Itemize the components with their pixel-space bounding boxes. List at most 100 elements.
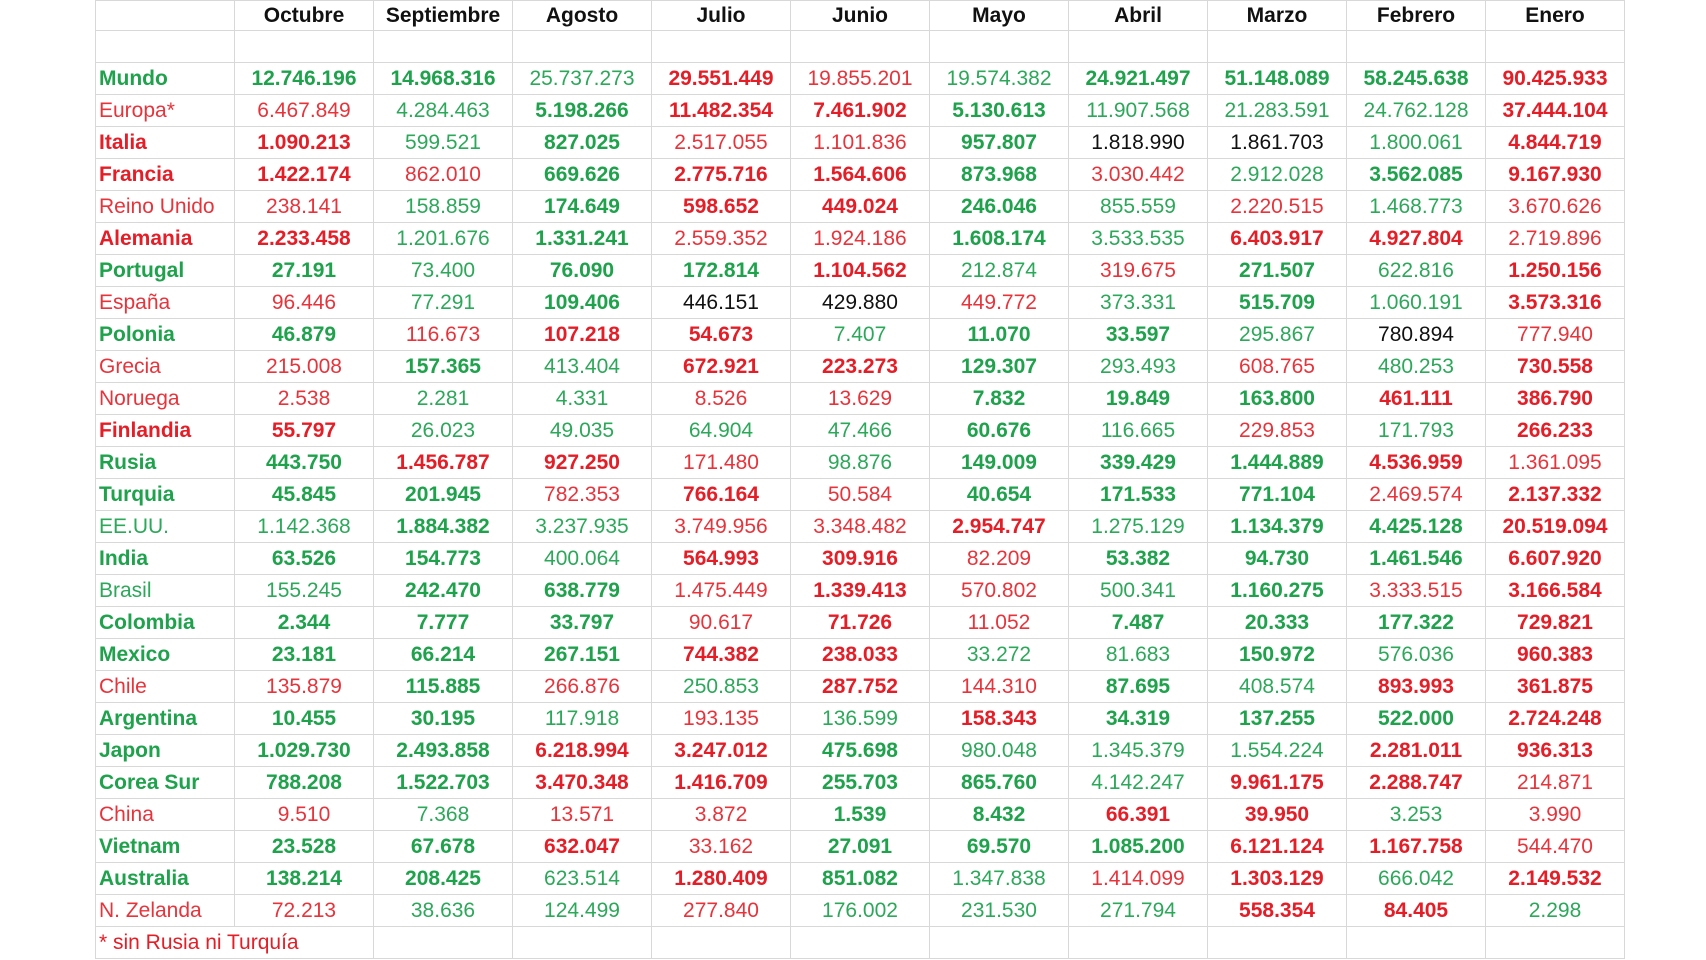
value-cell: 780.894: [1346, 318, 1486, 351]
value-cell: 144.310: [929, 670, 1069, 703]
value-cell: 246.046: [929, 190, 1069, 223]
empty-cell: [512, 30, 652, 63]
value-cell: 782.353: [512, 478, 652, 511]
data-row: Corea Sur 788.208 1.522.703 3.470.348 1.416.…: [95, 766, 1625, 799]
data-row: Colombia 2.344 7.777 33.797 90.617 71.726 11.0…: [95, 606, 1625, 639]
value-cell: 1.345.379: [1068, 734, 1208, 767]
row-label: India: [95, 542, 235, 575]
value-cell: 63.526: [234, 542, 374, 575]
row-label: N. Zelanda: [95, 894, 235, 927]
value-cell: 73.400: [373, 254, 513, 287]
data-row: Italia 1.090.213 599.521 827.025 2.517.055 1.…: [95, 126, 1625, 159]
value-cell: 212.874: [929, 254, 1069, 287]
value-cell: 21.283.591: [1207, 94, 1347, 127]
value-cell: 3.562.085: [1346, 158, 1486, 191]
empty-cell: [651, 926, 791, 959]
data-row: Finlandia 55.797 26.023 49.035 64.904 47.466 6…: [95, 414, 1625, 447]
footnote-row: * sin Rusia ni Turquía: [95, 926, 1625, 959]
value-cell: 8.432: [929, 798, 1069, 831]
value-cell: 72.213: [234, 894, 374, 927]
value-cell: 55.797: [234, 414, 374, 447]
value-cell: 1.339.413: [790, 574, 930, 607]
value-cell: 1.303.129: [1207, 862, 1347, 895]
value-cell: 1.456.787: [373, 446, 513, 479]
value-cell: 109.406: [512, 286, 652, 319]
value-cell: 3.166.584: [1485, 574, 1625, 607]
empty-cell: [790, 30, 930, 63]
value-cell: 154.773: [373, 542, 513, 575]
value-cell: 77.291: [373, 286, 513, 319]
value-cell: 3.333.515: [1346, 574, 1486, 607]
value-cell: 7.777: [373, 606, 513, 639]
value-cell: 238.141: [234, 190, 374, 223]
value-cell: 215.008: [234, 350, 374, 383]
row-label: Italia: [95, 126, 235, 159]
row-label: Corea Sur: [95, 766, 235, 799]
value-cell: 129.307: [929, 350, 1069, 383]
value-cell: 2.719.896: [1485, 222, 1625, 255]
value-cell: 1.104.562: [790, 254, 930, 287]
value-cell: 361.875: [1485, 670, 1625, 703]
value-cell: 1.085.200: [1068, 830, 1208, 863]
value-cell: 2.493.858: [373, 734, 513, 767]
value-cell: 865.760: [929, 766, 1069, 799]
data-row: India 63.526 154.773 400.064 564.993 309.916 8…: [95, 542, 1625, 575]
row-label: EE.UU.: [95, 510, 235, 543]
value-cell: 50.584: [790, 478, 930, 511]
value-cell: 558.354: [1207, 894, 1347, 927]
empty-cell: [95, 30, 235, 63]
value-cell: 53.382: [1068, 542, 1208, 575]
value-cell: 429.880: [790, 286, 930, 319]
value-cell: 176.002: [790, 894, 930, 927]
empty-cell: [373, 30, 513, 63]
column-header: Abril: [1068, 0, 1208, 31]
value-cell: 2.344: [234, 606, 374, 639]
value-cell: 2.538: [234, 382, 374, 415]
value-cell: 576.036: [1346, 638, 1486, 671]
value-cell: 10.455: [234, 702, 374, 735]
value-cell: 936.313: [1485, 734, 1625, 767]
empty-cell: [373, 926, 513, 959]
row-label: Alemania: [95, 222, 235, 255]
value-cell: 2.559.352: [651, 222, 791, 255]
data-row: Europa* 6.467.849 4.284.463 5.198.266 11.482…: [95, 94, 1625, 127]
value-cell: 7.832: [929, 382, 1069, 415]
value-cell: 980.048: [929, 734, 1069, 767]
value-cell: 500.341: [1068, 574, 1208, 607]
value-cell: 271.507: [1207, 254, 1347, 287]
data-row: Australia 138.214 208.425 623.514 1.280.409 8…: [95, 862, 1625, 895]
value-cell: 1.800.061: [1346, 126, 1486, 159]
value-cell: 23.181: [234, 638, 374, 671]
value-cell: 449.024: [790, 190, 930, 223]
value-cell: 23.528: [234, 830, 374, 863]
value-cell: 90.425.933: [1485, 62, 1625, 95]
column-header: Enero: [1485, 0, 1625, 31]
value-cell: 4.331: [512, 382, 652, 415]
empty-cell: [1207, 30, 1347, 63]
footnote: * sin Rusia ni Turquía: [95, 926, 374, 959]
row-label: Australia: [95, 862, 235, 895]
value-cell: 730.558: [1485, 350, 1625, 383]
value-cell: 1.444.889: [1207, 446, 1347, 479]
value-cell: 744.382: [651, 638, 791, 671]
value-cell: 2.724.248: [1485, 702, 1625, 735]
value-cell: 2.517.055: [651, 126, 791, 159]
value-cell: 84.405: [1346, 894, 1486, 927]
row-label: Grecia: [95, 350, 235, 383]
value-cell: 373.331: [1068, 286, 1208, 319]
column-header: Octubre: [234, 0, 374, 31]
value-cell: 39.950: [1207, 798, 1347, 831]
value-cell: 827.025: [512, 126, 652, 159]
column-header: Julio: [651, 0, 791, 31]
empty-cell: [1207, 926, 1347, 959]
value-cell: 163.800: [1207, 382, 1347, 415]
value-cell: 3.030.442: [1068, 158, 1208, 191]
value-cell: 3.990: [1485, 798, 1625, 831]
data-row: Francia 1.422.174 862.010 669.626 2.775.716 1…: [95, 158, 1625, 191]
row-label: España: [95, 286, 235, 319]
data-row: Reino Unido 238.141 158.859 174.649 598.652 4…: [95, 190, 1625, 223]
value-cell: 7.368: [373, 798, 513, 831]
value-cell: 522.000: [1346, 702, 1486, 735]
value-cell: 90.617: [651, 606, 791, 639]
data-row: Turquia 45.845 201.945 782.353 766.164 50.584…: [95, 478, 1625, 511]
